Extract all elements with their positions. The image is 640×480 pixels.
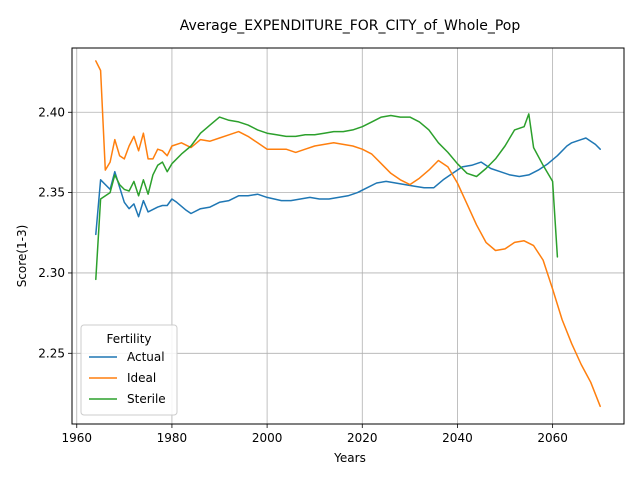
series-line-sterile (95, 113, 559, 281)
legend-box (80, 324, 178, 416)
y-tick-label: 2.35 (38, 186, 65, 200)
x-tick-label: 1980 (157, 431, 188, 445)
x-axis-label: Years (333, 451, 366, 465)
legend-label-sterile: Sterile (127, 392, 166, 406)
legend: Fertility Actual Ideal Sterile (80, 324, 178, 416)
series-layer (95, 60, 601, 408)
chart-title: Average_EXPENDITURE_FOR_CITY_of_Whole_Po… (180, 18, 521, 34)
legend-title: Fertility (106, 332, 151, 346)
y-tick-label: 2.25 (38, 346, 65, 360)
x-tick-label: 1960 (61, 431, 92, 445)
y-tick-label: 2.30 (38, 266, 65, 280)
plot-area (71, 47, 625, 425)
legend-label-actual: Actual (127, 350, 165, 364)
legend-label-ideal: Ideal (127, 371, 156, 385)
y-tick-label: 2.40 (38, 105, 65, 119)
x-tick-label: 2020 (347, 431, 378, 445)
series-line-actual (95, 137, 601, 236)
x-axis: 1960 1980 2000 2020 2040 2060 (61, 424, 568, 445)
x-tick-label: 2060 (537, 431, 568, 445)
x-tick-label: 2000 (252, 431, 283, 445)
y-axis-label: Score(1-3) (15, 225, 29, 288)
plot-frame (71, 47, 625, 425)
grid-lines (72, 48, 624, 424)
x-tick-label: 2040 (442, 431, 473, 445)
series-line-ideal (95, 60, 601, 408)
y-axis: 2.25 2.30 2.35 2.40 (38, 105, 72, 360)
